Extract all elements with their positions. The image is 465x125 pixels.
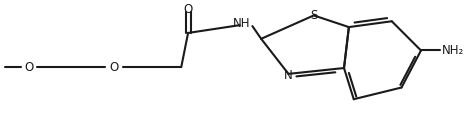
- Text: O: O: [184, 3, 193, 16]
- Text: S: S: [310, 9, 318, 22]
- Text: O: O: [109, 60, 119, 74]
- Text: NH₂: NH₂: [441, 44, 464, 57]
- Text: N: N: [284, 69, 293, 82]
- Text: NH: NH: [233, 17, 251, 30]
- Text: O: O: [25, 60, 34, 74]
